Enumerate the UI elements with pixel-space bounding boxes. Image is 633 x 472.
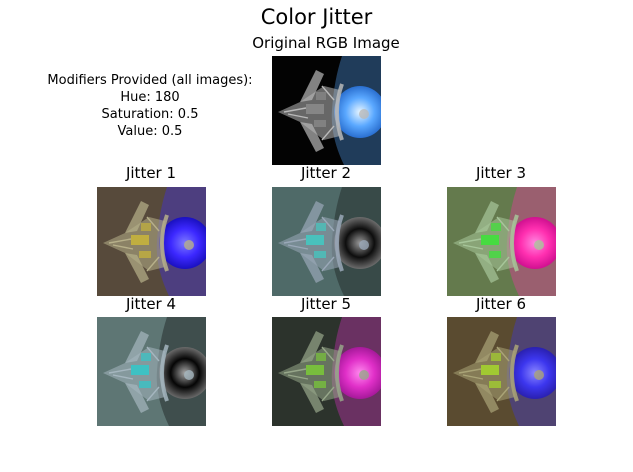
- hull-detail: [306, 235, 324, 245]
- original-image-title: Original RGB Image: [252, 34, 400, 52]
- hull-struts: [108, 346, 160, 402]
- engine-glow: [334, 347, 381, 399]
- hull-detail: [306, 104, 324, 114]
- engine-glow: [509, 217, 556, 269]
- hull-detail: [131, 235, 149, 245]
- hull-upper-arm: [475, 331, 499, 363]
- modifiers-heading: Modifiers Provided (all images):: [47, 73, 253, 88]
- hull-lower-arm: [300, 383, 324, 413]
- hull-lower-arm: [475, 253, 499, 283]
- hull-detail: [139, 251, 151, 258]
- hull-detail: [314, 251, 326, 258]
- jitter-6-image: [447, 317, 556, 426]
- hull-upper-arm: [300, 331, 324, 363]
- hull-struts: [458, 346, 510, 402]
- modifier-saturation: Saturation: 0.5: [101, 107, 199, 122]
- jitter-6-caption: Jitter 6: [475, 295, 527, 313]
- hull-struts: [283, 346, 335, 402]
- jitter-1-image: [97, 187, 206, 296]
- hull-detail: [306, 365, 324, 375]
- hull-struts: [458, 216, 510, 272]
- engine-hub: [184, 240, 194, 250]
- hull-detail: [316, 223, 326, 231]
- engine-hub: [534, 240, 544, 250]
- jitter-1-caption: Jitter 1: [125, 164, 177, 182]
- hull-lower-arm: [125, 383, 149, 413]
- hull-struts: [283, 216, 335, 272]
- hull-lower-arm: [125, 253, 149, 283]
- hull-lower-arm: [300, 253, 324, 283]
- engine-glow: [509, 347, 556, 399]
- engine-glow: [334, 86, 381, 138]
- engine-glow: [334, 217, 381, 269]
- jitter-4-caption: Jitter 4: [125, 295, 177, 313]
- hull-struts: [283, 85, 335, 141]
- engine-hub: [359, 240, 369, 250]
- hull-detail: [314, 381, 326, 388]
- engine-hub: [359, 370, 369, 380]
- hull-detail: [491, 223, 501, 231]
- figure-title: Color Jitter: [260, 5, 373, 29]
- engine-glow: [159, 347, 206, 399]
- jitter-3-caption: Jitter 3: [475, 164, 527, 182]
- hull-detail: [489, 251, 501, 258]
- engine-hub: [359, 109, 369, 119]
- hull-lower-arm: [475, 383, 499, 413]
- hull-detail: [131, 365, 149, 375]
- hull-upper-arm: [300, 201, 324, 233]
- hull-upper-arm: [300, 70, 324, 102]
- modifiers-text: Modifiers Provided (all images): Hue: 18…: [20, 72, 280, 140]
- engine-hub: [184, 370, 194, 380]
- jitter-5-caption: Jitter 5: [300, 295, 352, 313]
- modifier-hue: Hue: 180: [120, 90, 180, 105]
- hull-detail: [316, 353, 326, 361]
- jitter-2-caption: Jitter 2: [300, 164, 352, 182]
- jitter-5-image: [272, 317, 381, 426]
- hull-upper-arm: [125, 201, 149, 233]
- hull-detail: [141, 353, 151, 361]
- jitter-2-image: [272, 187, 381, 296]
- jitter-4-image: [97, 317, 206, 426]
- modifier-value: Value: 0.5: [117, 124, 183, 139]
- hull-detail: [139, 381, 151, 388]
- engine-glow: [159, 217, 206, 269]
- hull-detail: [141, 223, 151, 231]
- hull-detail: [314, 120, 326, 127]
- original-image: [272, 56, 381, 165]
- hull-struts: [108, 216, 160, 272]
- hull-upper-arm: [125, 331, 149, 363]
- hull-detail: [491, 353, 501, 361]
- hull-detail: [481, 235, 499, 245]
- engine-hub: [534, 370, 544, 380]
- hull-detail: [489, 381, 501, 388]
- hull-detail: [481, 365, 499, 375]
- jitter-3-image: [447, 187, 556, 296]
- hull-lower-arm: [300, 122, 324, 152]
- hull-upper-arm: [475, 201, 499, 233]
- hull-detail: [316, 92, 326, 100]
